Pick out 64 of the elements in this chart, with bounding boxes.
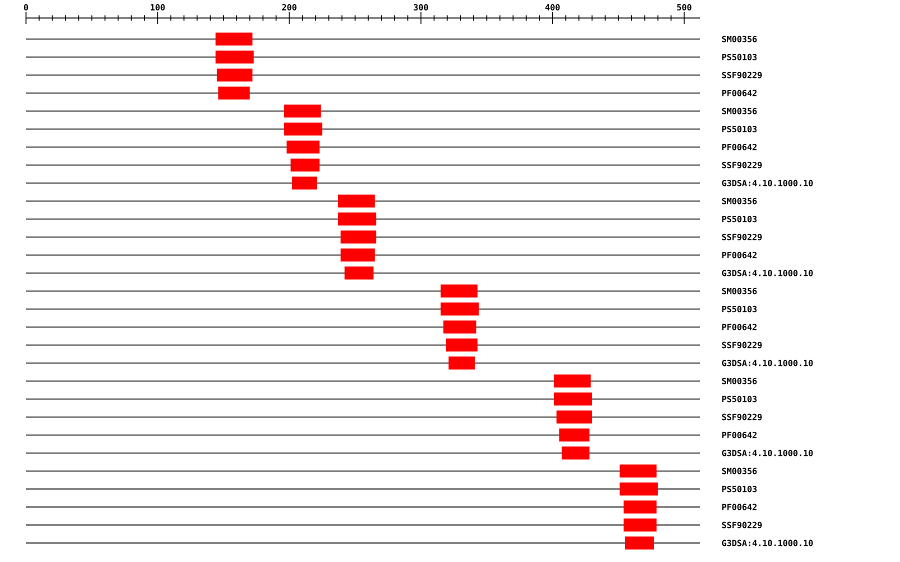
bar: [554, 374, 591, 388]
bar: [559, 428, 590, 442]
y-tick-label: G3DSA:4.10.1000.10: [722, 360, 813, 366]
y-tick-label: PF00642: [722, 504, 757, 510]
y-tick-label: G3DSA:4.10.1000.10: [722, 270, 813, 276]
bar: [216, 32, 252, 46]
y-tick-label: SM00356: [722, 36, 757, 42]
y-tick-label: G3DSA:4.10.1000.10: [722, 450, 813, 456]
bar: [562, 446, 590, 460]
x-tick-label: 300: [414, 4, 428, 10]
bar: [624, 536, 654, 550]
bar: [216, 50, 254, 64]
y-tick-label: SSF90229: [722, 234, 762, 240]
y-tick-label: SM00356: [722, 378, 757, 384]
bar: [443, 320, 476, 334]
y-tick-label: SM00356: [722, 108, 757, 114]
bar: [624, 500, 657, 514]
bar: [344, 266, 374, 280]
x-tick-label: 100: [150, 4, 165, 10]
bar: [292, 176, 317, 190]
y-tick-label: PS50103: [722, 396, 757, 402]
y-tick-label: SM00356: [722, 198, 757, 204]
y-tick-label: PF00642: [722, 144, 757, 150]
bar: [286, 140, 320, 154]
bar: [284, 122, 322, 136]
bar: [216, 68, 252, 82]
y-tick-label: SSF90229: [722, 522, 762, 528]
bar: [340, 230, 376, 244]
bar: [554, 392, 592, 406]
y-tick-label: PS50103: [722, 126, 757, 132]
bar: [620, 464, 657, 478]
bar: [448, 356, 475, 370]
y-tick-label: SM00356: [722, 288, 757, 294]
bar: [556, 410, 592, 424]
y-tick-label: SSF90229: [722, 342, 762, 348]
y-tick-label: G3DSA:4.10.1000.10: [722, 540, 813, 546]
y-tick-label: PF00642: [722, 324, 757, 330]
bar: [340, 248, 375, 262]
bar: [440, 284, 478, 298]
y-tick-label: SM00356: [722, 468, 757, 474]
bar: [218, 86, 250, 100]
y-tick-label: PS50103: [722, 54, 757, 60]
y-tick-label: PS50103: [722, 486, 757, 492]
x-tick-label: 400: [545, 4, 560, 10]
y-tick-label: PF00642: [722, 432, 757, 438]
bar: [620, 482, 658, 496]
y-tick-label: SSF90229: [722, 162, 762, 168]
y-tick-label: PS50103: [722, 306, 757, 312]
y-tick-label: PF00642: [722, 252, 757, 258]
bar: [624, 518, 657, 532]
bar: [290, 158, 320, 172]
x-tick-label: 500: [677, 4, 692, 10]
x-tick-label: 200: [282, 4, 296, 10]
y-tick-label: PS50103: [722, 216, 757, 222]
bar: [284, 104, 321, 118]
x-tick-label: 0: [24, 4, 28, 10]
bar: [338, 212, 376, 226]
bar: [446, 338, 478, 352]
bar: [440, 302, 479, 316]
bar: [338, 194, 375, 208]
y-tick-label: G3DSA:4.10.1000.10: [722, 180, 813, 186]
y-tick-label: SSF90229: [722, 72, 762, 78]
y-tick-label: SSF90229: [722, 414, 762, 420]
y-tick-label: PF00642: [722, 90, 757, 96]
